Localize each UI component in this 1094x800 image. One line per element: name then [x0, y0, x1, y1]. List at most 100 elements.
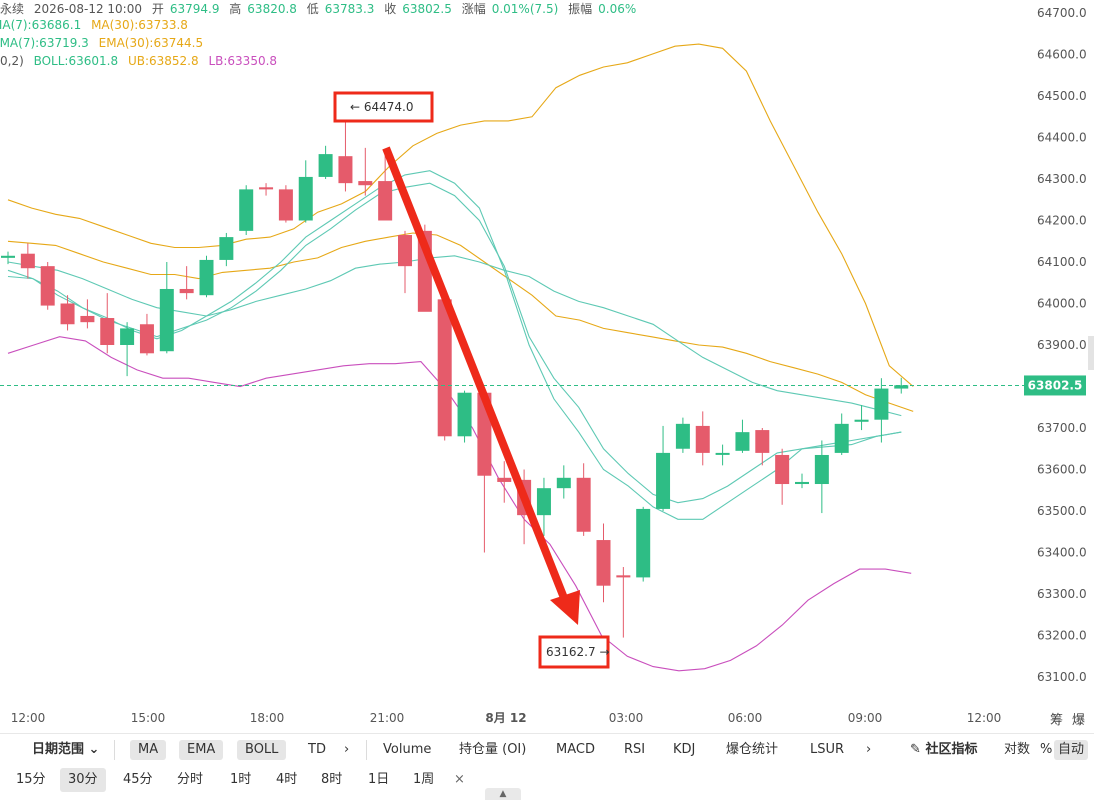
candle-body [437, 299, 452, 437]
candle-body [576, 477, 591, 532]
trend-arrow-head [550, 590, 580, 625]
last-price-label: 63802.5 [1028, 378, 1083, 392]
candle-body [40, 266, 55, 306]
y-tick-label: 63100.0 [1037, 670, 1087, 684]
candle-body [298, 176, 313, 221]
interval-30m[interactable]: 30分 [60, 768, 106, 792]
change-label: 涨幅 [461, 2, 486, 16]
candle-body [457, 392, 472, 437]
boll-toggle[interactable]: BOLL [237, 740, 287, 760]
legend-time: 2026-08-12 10:00 [33, 2, 142, 16]
side-panel-handle[interactable] [1088, 336, 1094, 370]
x-tick-label: 09:00 [848, 711, 883, 725]
chevron-right-icon[interactable]: › [344, 742, 350, 757]
ma7-legend: MA(7):63686.1 [0, 18, 82, 32]
boll-mid-line [7, 255, 902, 417]
x-tick-label: 12:00 [11, 711, 46, 725]
boll-mid-legend: BOLL:63601.8 [33, 54, 119, 68]
close-icon[interactable]: × [454, 772, 465, 787]
ma-toggle[interactable]: MA [130, 740, 167, 760]
candle-body [536, 488, 551, 516]
chevron-up-icon: ▲ [499, 789, 507, 799]
candle-body [199, 259, 214, 296]
ma30-line [7, 232, 914, 412]
candle-body [259, 187, 274, 190]
x-tick-label: 18:00 [250, 711, 285, 725]
candle-body [675, 423, 690, 449]
date-range-dropdown[interactable]: 日期范围 ⌄ [24, 740, 107, 760]
boll-ub-legend: UB:63852.8 [127, 54, 199, 68]
liquidation-map-button[interactable]: 爆 [1072, 713, 1085, 728]
amplitude-label: 振幅 [568, 2, 593, 16]
candle-body [139, 324, 154, 354]
y-tick-label: 64100.0 [1037, 255, 1087, 269]
divider [366, 740, 367, 760]
interval-1h[interactable]: 1时 [230, 772, 252, 787]
y-tick-label: 64600.0 [1037, 48, 1087, 62]
lsur-toggle[interactable]: LSUR [810, 742, 845, 757]
edit-icon: ✎ [910, 742, 921, 757]
auto-scale-toggle[interactable]: 自动 [1054, 740, 1089, 760]
y-tick-label: 64700.0 [1037, 6, 1087, 20]
ma30-legend: MA(30):63733.8 [91, 18, 188, 32]
interval-1w[interactable]: 1周 [413, 772, 435, 787]
rsi-toggle[interactable]: RSI [624, 742, 646, 757]
volume-toggle[interactable]: Volume [383, 742, 432, 757]
ema-legend: EMA(7):63719.3 EMA(30):63744.5 [0, 36, 209, 50]
candle-body [120, 328, 135, 345]
kdj-toggle[interactable]: KDJ [673, 742, 696, 757]
community-indicator-button[interactable]: ✎ 社区指标 [902, 740, 985, 760]
interval-4h[interactable]: 4时 [276, 772, 298, 787]
candle-body [755, 430, 770, 453]
candle-body [695, 425, 710, 453]
interval-45m[interactable]: 45分 [123, 772, 153, 787]
liquidation-toggle[interactable]: 爆仓统计 [726, 742, 779, 757]
candle-body [80, 315, 95, 323]
candle-body [20, 253, 35, 269]
y-tick-label: 63900.0 [1037, 338, 1087, 352]
interval-8h[interactable]: 8时 [321, 772, 343, 787]
candle-body [358, 181, 373, 186]
x-tick-label: 06:00 [728, 711, 763, 725]
oi-toggle[interactable]: 持仓量 (OI) [459, 742, 527, 757]
candle-body [775, 454, 790, 485]
y-tick-label: 63500.0 [1037, 504, 1087, 518]
candle-body [854, 419, 869, 422]
candle-body [1, 255, 15, 258]
y-tick-label: 64400.0 [1037, 131, 1087, 145]
candle-body [179, 288, 194, 294]
boll-upper-band-line [7, 43, 914, 387]
chip-distribution-button[interactable]: 筹 [1050, 712, 1063, 728]
candle-body [715, 452, 730, 455]
interval-1d[interactable]: 1日 [368, 772, 390, 787]
x-tick-label: 8月 12 [485, 711, 526, 725]
ema30-legend: EMA(30):63744.5 [98, 36, 204, 50]
community-label: 社区指标 [925, 742, 978, 757]
td-toggle[interactable]: TD [308, 742, 326, 757]
close-value: 63802.5 [402, 2, 452, 16]
ema-toggle[interactable]: EMA [179, 740, 224, 760]
candlestick-chart[interactable]: 63100.0 63200.0 63300.0 63400.0 63500.0 63600… [0, 0, 1094, 733]
candle-body [338, 156, 353, 184]
interval-line[interactable]: 分时 [177, 772, 204, 787]
macd-toggle[interactable]: MACD [556, 742, 595, 757]
chevron-right-icon[interactable]: › [866, 742, 872, 757]
date-range-label: 日期范围 [32, 742, 85, 757]
candle-body [894, 385, 909, 389]
interval-toolbar: 15分 30分 45分 分时 1时 4时 8时 1日 1周 × [0, 764, 1094, 794]
candle-body [814, 454, 829, 485]
low-value: 63783.3 [324, 2, 375, 16]
candle-body [318, 154, 333, 177]
candle-body [656, 452, 671, 509]
percent-scale-toggle[interactable]: % [1040, 742, 1053, 757]
panel-resize-handle[interactable]: ▲ [485, 788, 521, 800]
legend-prefix: 永续 [0, 2, 25, 16]
log-scale-toggle[interactable]: 对数 [1004, 742, 1031, 757]
chevron-down-icon: ⌄ [88, 742, 100, 757]
interval-15m[interactable]: 15分 [16, 772, 46, 787]
y-tick-label: 64300.0 [1037, 172, 1087, 186]
candle-body [159, 288, 174, 352]
boll-prefix: 0,2) [0, 54, 24, 68]
high-annotation-box [333, 91, 434, 123]
